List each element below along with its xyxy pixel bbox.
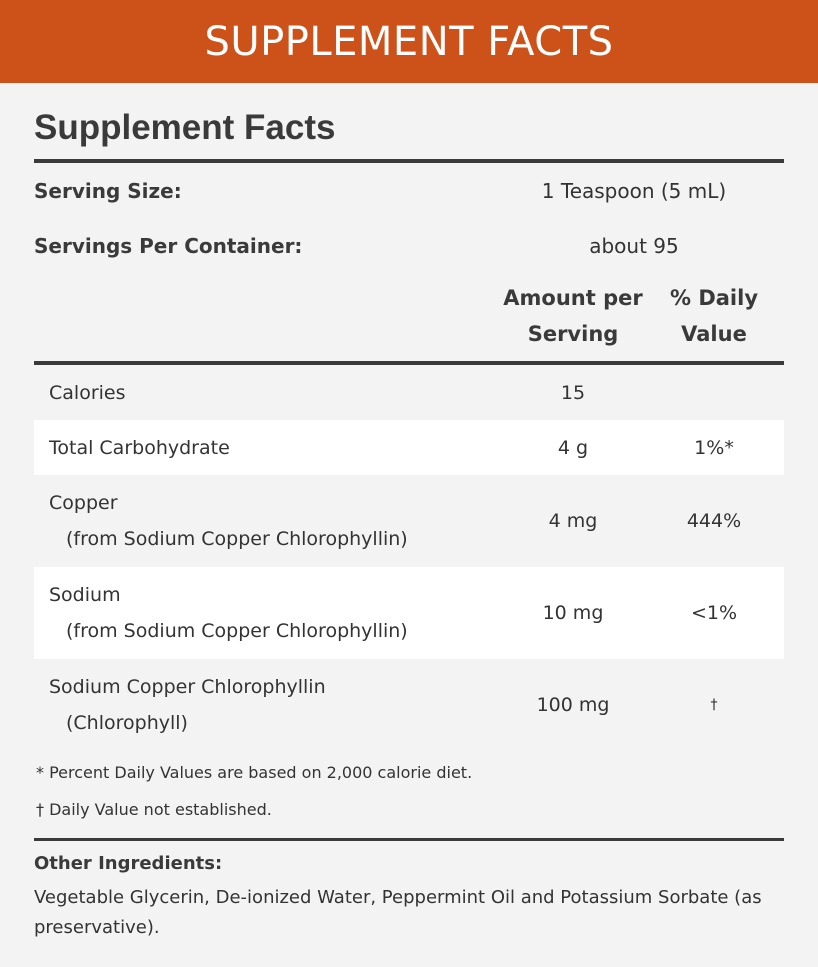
nutrient-name: Total Carbohydrate [49,436,230,459]
servings-per-container-label: Servings Per Container: [34,233,303,258]
nutrient-dv: <1% [690,602,738,624]
nutrient-row-copper: Copper (from Sodium Copper Chlorophyllin… [34,475,784,567]
panel-heading: Supplement Facts [34,108,336,147]
nutrient-row-sodium: Sodium (from Sodium Copper Chlorophyllin… [34,567,784,659]
dv-header-line1: % Daily [669,286,759,310]
nutrient-amount: 100 mg [536,694,610,716]
column-headers: Amount per Serving % Daily Value [34,273,784,359]
nutrient-dv: 1%* [694,436,734,459]
dv-header-line2: Value [681,322,747,346]
footnote-percent-dv: * Percent Daily Values are based on 2,00… [36,763,473,782]
nutrient-source: (from Sodium Copper Chlorophyllin) [66,620,408,642]
nutrient-dv: 444% [686,510,742,532]
nutrient-row-chlorophyllin: Sodium Copper Chlorophyllin (Chlorophyll… [34,659,784,751]
nutrient-amount: 15 [560,381,586,404]
amount-header-line1: Amount per [503,286,643,310]
header-banner: SUPPLEMENT FACTS [0,0,818,83]
nutrient-name-block: Sodium Copper Chlorophyllin (Chlorophyll… [34,669,502,741]
servings-per-container-value: about 95 [589,233,679,258]
nutrient-amount: 10 mg [542,602,604,624]
supplement-facts-panel: Supplement Facts Serving Size: 1 Teaspoo… [34,83,784,943]
divider-columns [34,361,784,365]
nutrient-row-carbohydrate: Total Carbohydrate 4 g 1%* [34,420,784,475]
banner-title: SUPPLEMENT FACTS [204,18,614,65]
serving-size-value: 1 Teaspoon (5 mL) [541,178,727,203]
other-ingredients-text: Vegetable Glycerin, De-ionized Water, Pe… [34,887,762,938]
other-ingredients-title: Other Ingredients: [34,853,223,874]
serving-size-row: Serving Size: 1 Teaspoon (5 mL) [34,163,784,218]
nutrient-name-block: Copper (from Sodium Copper Chlorophyllin… [34,485,502,557]
daily-value-column-header: % Daily Value [644,280,784,352]
footnote-dv-not-established: † Daily Value not established. [36,800,272,819]
nutrient-row-calories: Calories 15 [34,365,784,420]
nutrient-name-block: Sodium (from Sodium Copper Chlorophyllin… [34,577,502,649]
divider-top [34,159,784,163]
serving-size-label: Serving Size: [34,178,182,203]
divider-bottom [34,838,784,841]
nutrient-dv: † [710,697,718,713]
amount-header-line2: Serving [527,322,619,346]
servings-per-container-row: Servings Per Container: about 95 [34,218,784,273]
nutrient-name: Copper [49,492,118,514]
nutrient-amount: 4 g [557,436,589,459]
nutrient-name: Sodium Copper Chlorophyllin [49,676,326,698]
nutrient-name: Calories [49,381,126,404]
nutrient-source: (Chlorophyll) [66,712,188,734]
amount-column-header: Amount per Serving [502,280,644,352]
nutrient-source: (from Sodium Copper Chlorophyllin) [66,528,408,550]
nutrient-name: Sodium [49,584,121,606]
nutrient-amount: 4 mg [548,510,598,532]
